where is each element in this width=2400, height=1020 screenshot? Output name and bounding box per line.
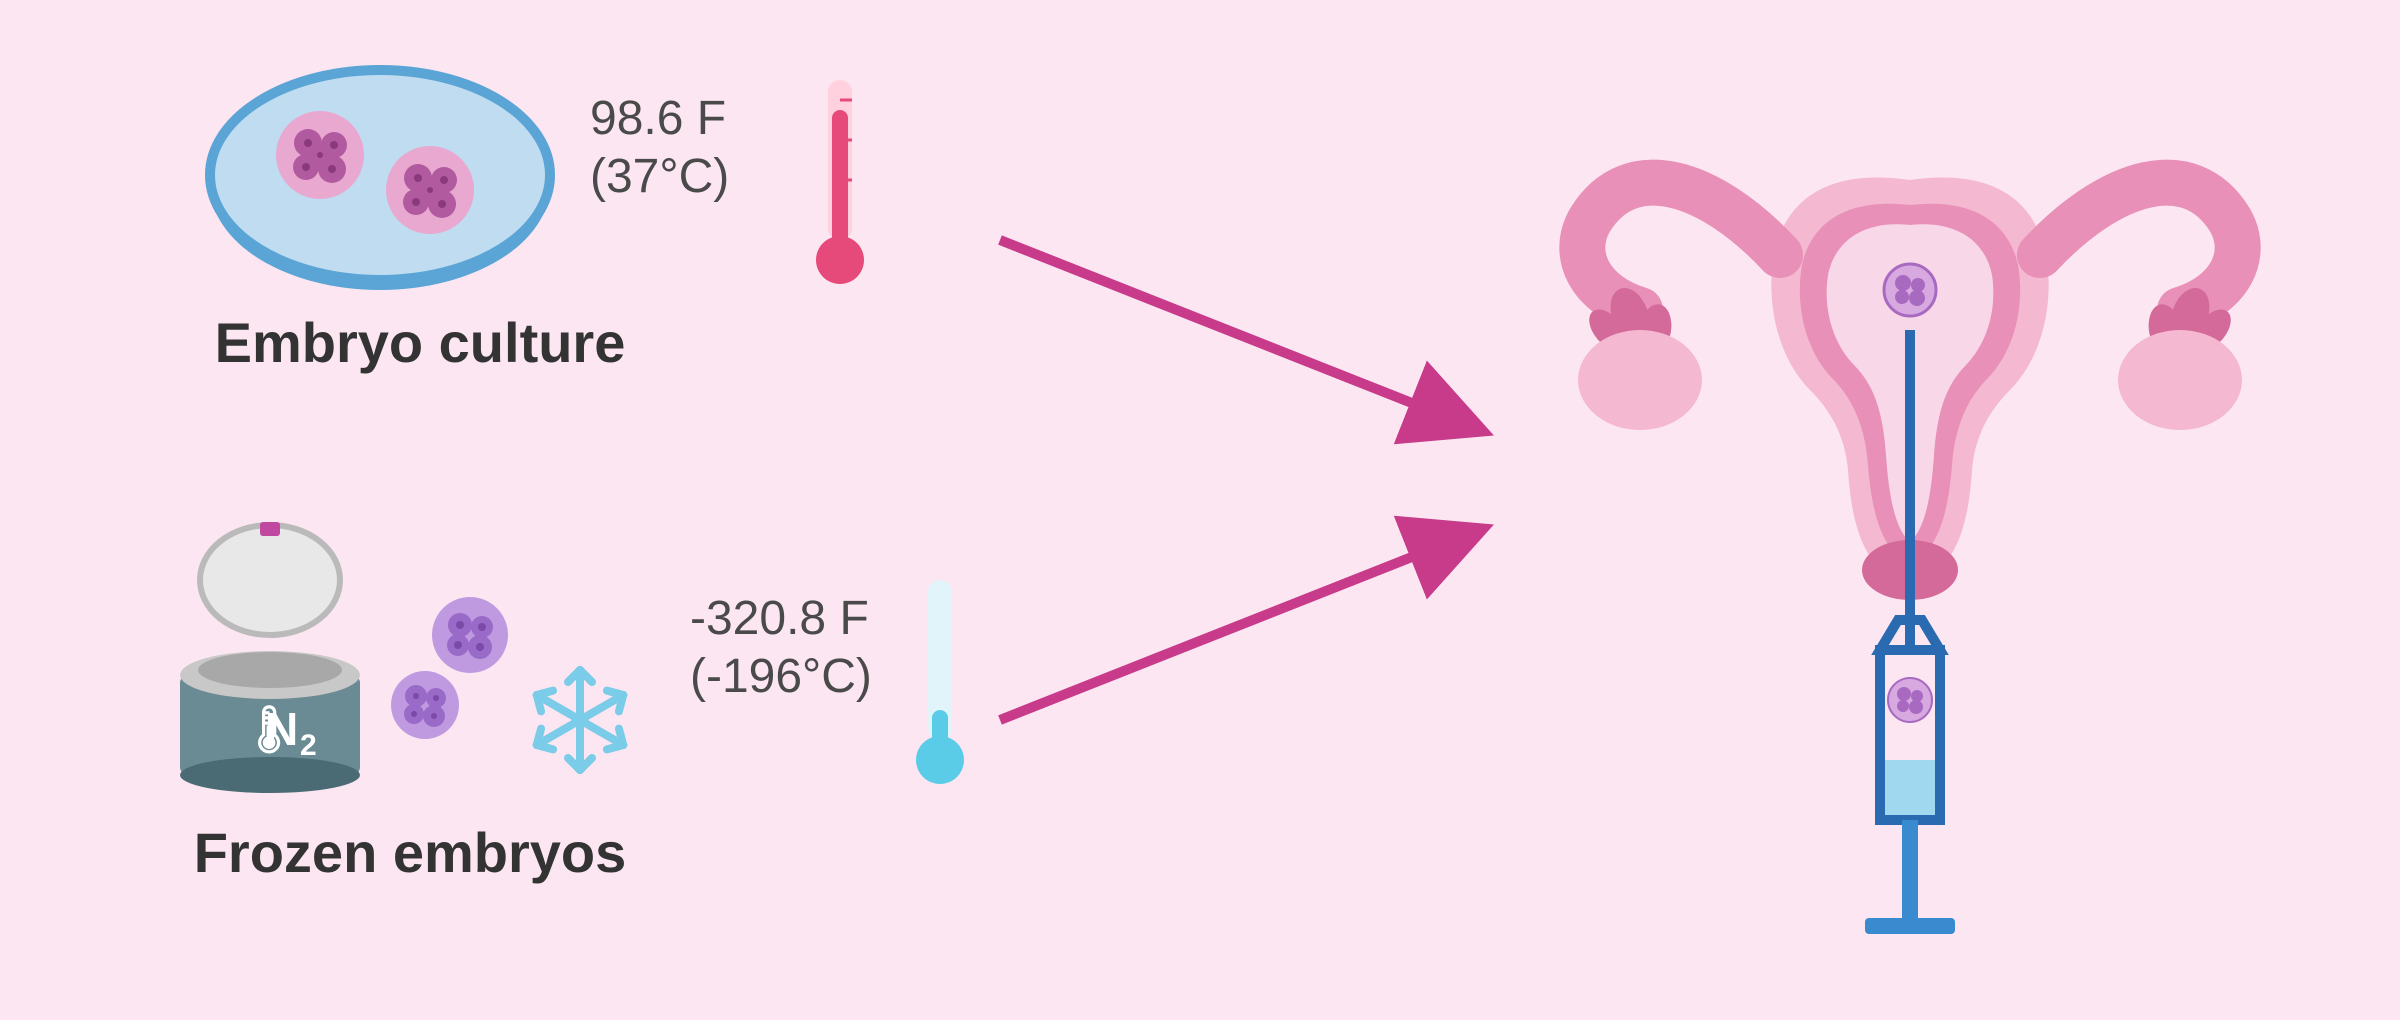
syringe-icon bbox=[1865, 620, 1955, 934]
embryo-culture-temp-c: (37°C) bbox=[590, 148, 729, 206]
embryo-culture-temp-f: 98.6 F bbox=[590, 90, 729, 148]
uterus-icon bbox=[1520, 60, 2300, 980]
svg-text:N: N bbox=[265, 703, 298, 755]
frozen-embryos-temp: -320.8 F (-196°C) bbox=[690, 590, 872, 705]
cold-thermometer-icon bbox=[910, 570, 970, 790]
frozen-embryo-cluster-icon bbox=[380, 590, 540, 770]
frozen-embryos-temp-c: (-196°C) bbox=[690, 648, 872, 706]
embryo-culture-label: Embryo culture bbox=[180, 310, 660, 375]
embryo-culture-panel bbox=[200, 60, 560, 300]
embryo-culture-temp: 98.6 F (37°C) bbox=[590, 90, 729, 205]
frozen-embryos-temp-f: -320.8 F bbox=[690, 590, 872, 648]
snowflake-icon bbox=[520, 660, 640, 780]
petri-dish-icon bbox=[200, 60, 560, 300]
frozen-embryos-panel: 🌡 N 2 bbox=[150, 520, 390, 800]
arrows bbox=[980, 200, 1540, 760]
hot-thermometer-icon bbox=[810, 70, 870, 290]
svg-text:2: 2 bbox=[300, 729, 317, 762]
uterus-diagram bbox=[1520, 60, 2300, 980]
nitrogen-container-icon: 🌡 N 2 bbox=[150, 520, 390, 800]
frozen-embryos-label: Frozen embryos bbox=[150, 820, 670, 885]
